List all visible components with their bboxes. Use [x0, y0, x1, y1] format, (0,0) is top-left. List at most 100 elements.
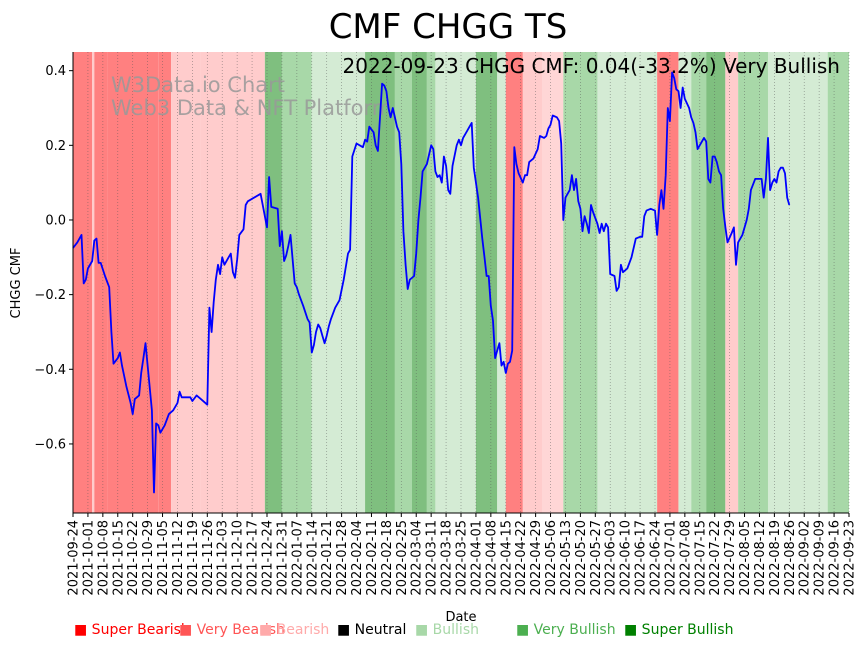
y-tick-label: −0.2 [34, 288, 66, 303]
y-ticks: 0.4 0.2 0.0 −0.2 −0.4 −0.6 [34, 64, 73, 452]
watermark-line-1: Web3 Data & NFT Platform [111, 96, 392, 120]
x-tick-label: 2022-01-21 [320, 520, 335, 596]
y-tick-label: −0.6 [34, 437, 66, 452]
x-tick-label: 2022-08-12 [753, 520, 768, 596]
y-tick-label: 0.4 [45, 64, 66, 79]
x-tick-label: 2022-06-17 [634, 520, 649, 596]
x-tick-label: 2021-10-01 [81, 520, 96, 596]
sentiment-regions [73, 52, 849, 513]
x-tick-label: 2022-09-02 [798, 520, 813, 596]
x-tick-label: 2022-04-29 [529, 520, 544, 596]
series-line-0 [72, 71, 791, 494]
x-tick-label: 2021-10-08 [96, 520, 111, 596]
chart-title: CMF CHGG TS [329, 7, 568, 47]
cmf-series [72, 71, 791, 494]
x-tick-label: 2022-03-04 [410, 520, 425, 596]
x-tick-label: 2021-12-03 [216, 520, 231, 596]
x-axis-label: Date [445, 610, 476, 625]
legend: ■ Super Bearish■ Very Bearish■ Bearish ■ … [74, 622, 733, 638]
x-tick-label: 2022-07-01 [663, 520, 678, 596]
x-tick-label: 2022-05-06 [544, 520, 559, 596]
x-tick-label: 2022-07-08 [678, 520, 693, 596]
legend-item-4: ■ Bullish [415, 622, 479, 638]
sentiment-region-24 [678, 52, 692, 513]
x-tick-label: 2022-05-20 [574, 520, 589, 596]
x-tick-label: 2022-06-03 [604, 520, 619, 596]
x-tick-label: 2021-09-24 [67, 520, 82, 596]
sentiment-region-17 [497, 52, 506, 513]
sentiment-region-6 [171, 52, 201, 513]
x-tick-label: 2022-08-26 [783, 520, 798, 596]
sentiment-region-25 [691, 52, 707, 513]
sentiment-region-13 [411, 52, 427, 513]
x-ticks: 2021-09-24 2021-10-01 2021-10-08 2021-10-15… [67, 513, 858, 596]
x-tick-label: 2022-04-01 [469, 520, 484, 596]
x-tick-label: 2021-12-24 [261, 520, 276, 596]
y-tick-label: 0.2 [45, 139, 66, 154]
sentiment-region-18 [505, 52, 523, 513]
legend-item-2: ■ Bearish [259, 622, 329, 638]
x-tick-label: 2022-09-09 [813, 520, 828, 596]
x-tick-label: 2022-02-25 [395, 520, 410, 596]
x-tick-label: 2022-01-07 [290, 520, 305, 596]
x-tick-label: 2022-05-27 [589, 520, 604, 596]
sentiment-region-5 [158, 52, 172, 513]
sentiment-region-14 [426, 52, 436, 513]
sentiment-region-30 [827, 52, 849, 513]
x-tick-label: 2022-01-14 [305, 520, 320, 596]
x-tick-label: 2021-12-17 [246, 520, 261, 596]
x-tick-label: 2021-11-19 [186, 520, 201, 596]
x-tick-label: 2022-04-15 [499, 520, 514, 596]
y-axis-label: CHGG CMF [9, 248, 24, 319]
watermark-line-0: W3Data.io Chart [111, 73, 285, 97]
x-tick-label: 2022-02-11 [365, 520, 380, 596]
sentiment-region-0 [73, 52, 93, 513]
x-tick-label: 2021-11-05 [156, 520, 171, 596]
x-tick-label: 2022-02-18 [380, 520, 395, 596]
x-tick-label: 2022-05-13 [559, 520, 574, 596]
x-tick-label: 2021-10-22 [126, 520, 141, 596]
x-tick-label: 2022-07-22 [708, 520, 723, 596]
sentiment-region-12 [394, 52, 412, 513]
x-tick-label: 2021-11-26 [201, 520, 216, 596]
x-tick-label: 2022-03-11 [425, 520, 440, 596]
x-tick-label: 2022-07-15 [693, 520, 708, 596]
sentiment-region-20 [542, 52, 564, 513]
latest-value-annotation: 2022-09-23 CHGG CMF: 0.04(-33.2%) Very B… [343, 54, 840, 78]
x-tick-label: 2021-11-12 [171, 520, 186, 596]
sentiment-region-19 [522, 52, 543, 513]
sentiment-region-8 [264, 52, 282, 513]
x-tick-label: 2022-02-04 [350, 520, 365, 596]
legend-item-0: ■ Super Bearish [74, 622, 190, 638]
sentiment-region-26 [706, 52, 726, 513]
x-tick-label: 2021-12-31 [275, 520, 290, 596]
sentiment-region-22 [597, 52, 658, 513]
x-tick-label: 2022-03-25 [455, 520, 470, 596]
sentiment-region-27 [725, 52, 739, 513]
x-tick-label: 2022-04-22 [514, 520, 529, 596]
x-tick-label: 2022-08-05 [738, 520, 753, 596]
legend-item-5: ■ Very Bullish [516, 622, 616, 638]
y-tick-label: −0.4 [34, 363, 66, 378]
x-tick-label: 2021-10-15 [111, 520, 126, 596]
sentiment-region-23 [657, 52, 679, 513]
sentiment-region-10 [311, 52, 366, 513]
sentiment-region-1 [92, 52, 95, 513]
legend-item-1: ■ Very Bearish [179, 622, 285, 638]
sentiment-region-16 [475, 52, 498, 513]
x-tick-label: 2021-12-10 [231, 520, 246, 596]
x-tick-label: 2022-04-08 [484, 520, 499, 596]
sentiment-region-7 [200, 52, 265, 513]
legend-item-3: ■ Neutral [337, 622, 406, 638]
x-tick-label: 2022-09-16 [828, 520, 843, 596]
x-tick-label: 2022-06-24 [649, 520, 664, 596]
x-tick-label: 2022-09-23 [843, 520, 858, 596]
sentiment-region-29 [767, 52, 828, 513]
legend-item-6: ■ Super Bullish [624, 622, 733, 638]
sentiment-region-15 [435, 52, 476, 513]
sentiment-region-2 [94, 52, 108, 513]
sentiment-region-28 [738, 52, 768, 513]
x-tick-label: 2022-07-29 [723, 520, 738, 596]
